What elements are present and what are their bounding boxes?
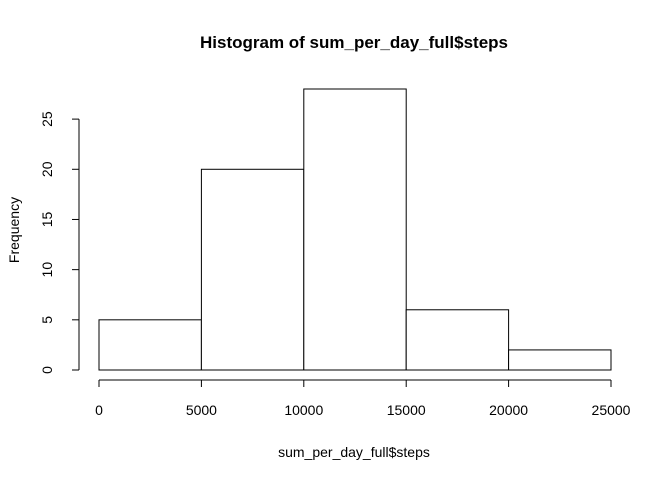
x-tick-label-5: 25000	[592, 402, 631, 418]
x-axis: 0 5000 10000 15000 20000 25000	[95, 379, 631, 418]
x-tick-label-1: 5000	[186, 402, 217, 418]
histogram-bar-3	[405, 309, 510, 371]
y-tick-label-4: 20	[39, 161, 55, 177]
histogram-bar-1	[200, 168, 305, 371]
histogram-bar-4	[508, 349, 612, 371]
y-axis-label: Frequency	[6, 197, 22, 263]
x-axis-ticks: 0 5000 10000 15000 20000 25000	[95, 380, 631, 418]
bars-layer	[98, 88, 612, 371]
x-axis-label: sum_per_day_full$steps	[278, 444, 430, 460]
y-tick-label-3: 15	[39, 211, 55, 227]
y-axis-ticks: 0 5 10 15 20 25	[39, 111, 79, 374]
x-tick-label-0: 0	[95, 402, 103, 418]
y-tick-label-2: 10	[39, 262, 55, 278]
y-axis: 0 5 10 15 20 25	[39, 111, 80, 374]
y-tick-label-5: 25	[39, 111, 55, 127]
y-tick-label-1: 5	[39, 316, 55, 324]
chart-title: Histogram of sum_per_day_full$steps	[200, 33, 508, 52]
y-tick-label-0: 0	[39, 366, 55, 374]
histogram-bar-2	[303, 88, 407, 371]
x-tick-label-4: 20000	[489, 402, 528, 418]
x-tick-label-2: 10000	[284, 402, 323, 418]
x-tick-label-3: 15000	[387, 402, 426, 418]
histogram-bar-0	[98, 319, 202, 371]
